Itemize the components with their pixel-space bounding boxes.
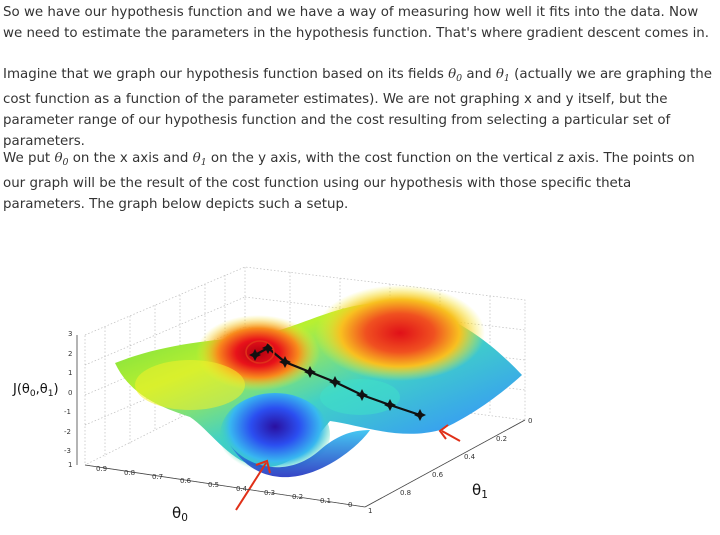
theta0-symbol: θ0 xyxy=(54,151,69,168)
surface-valley xyxy=(220,393,330,477)
minimum-arrows xyxy=(235,424,461,511)
descent-markers xyxy=(249,342,426,421)
theta1-symbol: θ1 xyxy=(192,151,207,168)
text-segment: and xyxy=(462,67,496,82)
text-segment: on the x axis and xyxy=(68,151,193,166)
theta0_ticks-tick: 0.1 xyxy=(320,497,332,505)
theta1_ticks-tick: 0.8 xyxy=(400,489,412,497)
text-segment: Imagine that we graph our hypothesis fun… xyxy=(3,67,449,82)
z_ticks-tick: -2 xyxy=(64,427,71,436)
intro-paragraph: So we have our hypothesis function and w… xyxy=(3,5,710,41)
z_ticks-tick: -1 xyxy=(64,408,71,416)
start-point-circle xyxy=(245,340,275,364)
z_ticks-tick: 3 xyxy=(68,330,73,338)
theta1_ticks-tick: 0.6 xyxy=(432,471,444,479)
theta0_ticks-tick: 0.3 xyxy=(264,489,276,497)
z-axis-label: J(θ0,θ1) xyxy=(13,382,59,399)
theta0_ticks-tick: 0.2 xyxy=(292,493,304,501)
x-axis-label: θ0 xyxy=(172,504,188,524)
theta0_ticks-tick: 0 xyxy=(348,501,353,509)
text-segment: We put xyxy=(3,151,55,166)
surface-peak-right xyxy=(315,285,485,381)
cost-surface-plot xyxy=(76,266,526,511)
z_ticks-tick: 0 xyxy=(68,388,73,397)
theta0_ticks-tick: 0.4 xyxy=(236,485,248,493)
theta1-symbol: θ1 xyxy=(495,67,510,84)
text-segment: (actually we are graphing the cost funct… xyxy=(3,67,712,149)
text-segment: on the y axis, with the cost function on… xyxy=(3,151,695,212)
cost-surface-figure: J(θ0,θ1) θ0 θ1 3 2 1 0 -1 -2 -3 1 0.9 0.8 0.7 0.6 0.… xyxy=(0,245,720,535)
theta1_ticks-tick: 0 xyxy=(528,417,533,425)
graph-description-paragraph: Imagine that we graph our hypothesis fun… xyxy=(3,64,717,152)
y-axis-label: θ1 xyxy=(472,481,488,501)
axes-paragraph: We put θ0 on the x axis and θ1 on the y … xyxy=(3,148,717,215)
z_ticks-tick: 2 xyxy=(68,349,73,358)
surface-skirt xyxy=(230,430,370,478)
theta1_ticks-tick: 0.4 xyxy=(464,453,476,461)
z_ticks-tick: -3 xyxy=(64,447,71,455)
z_ticks-tick: 1 xyxy=(68,369,73,377)
axis-lines xyxy=(76,335,526,508)
theta0_ticks-tick: 0.6 xyxy=(180,477,192,485)
theta0_ticks-tick: 1 xyxy=(68,461,73,469)
theta1_ticks-tick: 0.2 xyxy=(496,435,508,443)
theta1_ticks-tick: 1 xyxy=(368,507,373,515)
descent-path xyxy=(254,346,421,417)
theta0_ticks-tick: 0.7 xyxy=(152,473,164,481)
theta0_ticks-tick: 0.8 xyxy=(124,469,136,477)
theta0-symbol: θ0 xyxy=(448,67,463,84)
theta0_ticks-tick: 0.5 xyxy=(208,481,220,489)
theta0_ticks-tick: 0.9 xyxy=(96,465,108,473)
